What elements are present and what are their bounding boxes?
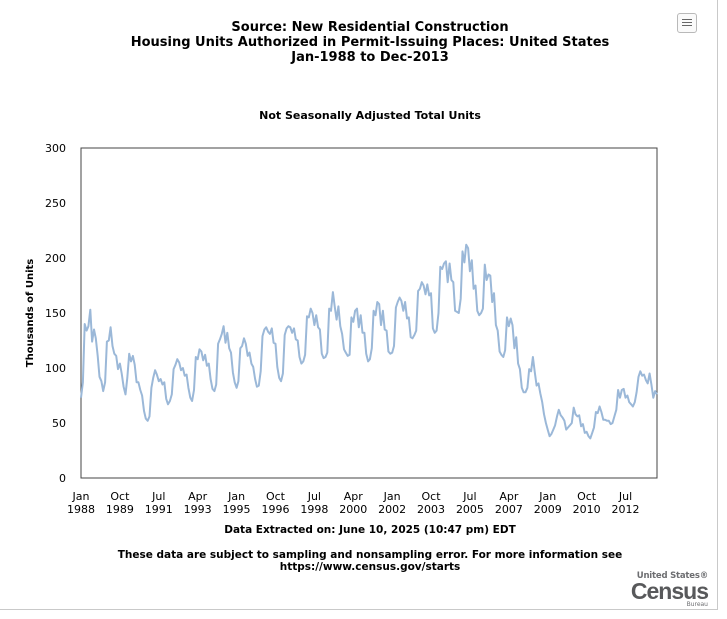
y-axis-ticks: 0 50 100 150 200 250 300: [45, 142, 66, 485]
sampling-note-line-1: These data are subject to sampling and n…: [118, 549, 623, 561]
x-tick-year-label: 2012: [612, 503, 640, 516]
x-tick-year-label: 1998: [300, 503, 328, 516]
x-tick-month-label: Jul: [307, 490, 321, 503]
x-tick-year-label: 2003: [417, 503, 445, 516]
y-tick-label: 200: [45, 252, 66, 265]
y-tick-label: 50: [52, 417, 66, 430]
x-tick-month-label: Jul: [618, 490, 632, 503]
chart-header-line-3: Jan-1988 to Dec-2013: [290, 50, 449, 65]
x-tick-month-label: Apr: [344, 490, 364, 503]
x-tick-year-label: 2010: [573, 503, 601, 516]
frame-right-border: [717, 0, 718, 610]
x-tick-year-label: 2005: [456, 503, 484, 516]
logo-line-2: Census: [624, 581, 708, 601]
x-tick-year-label: 1993: [184, 503, 212, 516]
y-tick-label: 250: [45, 197, 66, 210]
x-axis-ticks: Jan1988Oct1989Jul1991Apr1993Jan1995Oct19…: [67, 490, 640, 516]
y-tick-label: 300: [45, 142, 66, 155]
x-tick-year-label: 1991: [145, 503, 173, 516]
y-tick-label: 100: [45, 362, 66, 375]
x-tick-year-label: 2007: [495, 503, 523, 516]
x-tick-year-label: 1996: [261, 503, 289, 516]
x-tick-month-label: Jan: [538, 490, 556, 503]
x-tick-month-label: Jan: [227, 490, 245, 503]
frame-bottom-border: [0, 609, 718, 610]
plot-area: [81, 148, 657, 478]
x-tick-year-label: 2002: [378, 503, 406, 516]
y-tick-label: 0: [59, 472, 66, 485]
x-tick-year-label: 1988: [67, 503, 95, 516]
data-extracted-note: Data Extracted on: June 10, 2025 (10:47 …: [224, 524, 516, 536]
x-tick-year-label: 1995: [223, 503, 251, 516]
x-tick-month-label: Jan: [383, 490, 401, 503]
x-tick-month-label: Jul: [151, 490, 165, 503]
x-tick-month-label: Apr: [499, 490, 519, 503]
chart-menu-button[interactable]: [677, 13, 697, 33]
chart-subtitle: Not Seasonally Adjusted Total Units: [259, 109, 481, 122]
sampling-note-line-2: https://www.census.gov/starts: [280, 561, 461, 573]
x-tick-month-label: Jan: [72, 490, 90, 503]
y-axis-title: Thousands of Units: [25, 259, 36, 367]
y-tick-label: 150: [45, 307, 66, 320]
x-tick-year-label: 1989: [106, 503, 134, 516]
x-tick-month-label: Apr: [188, 490, 208, 503]
chart-header-line-2: Housing Units Authorized in Permit-Issui…: [131, 35, 610, 50]
x-tick-month-label: Oct: [422, 490, 442, 503]
x-tick-month-label: Oct: [266, 490, 286, 503]
chart-header-line-1: Source: New Residential Construction: [231, 20, 508, 35]
x-tick-month-label: Oct: [110, 490, 130, 503]
x-tick-year-label: 2009: [534, 503, 562, 516]
x-tick-month-label: Jul: [462, 490, 476, 503]
x-tick-year-label: 2000: [339, 503, 367, 516]
census-bureau-logo: United States® Census Bureau: [624, 572, 708, 608]
x-tick-month-label: Oct: [577, 490, 597, 503]
